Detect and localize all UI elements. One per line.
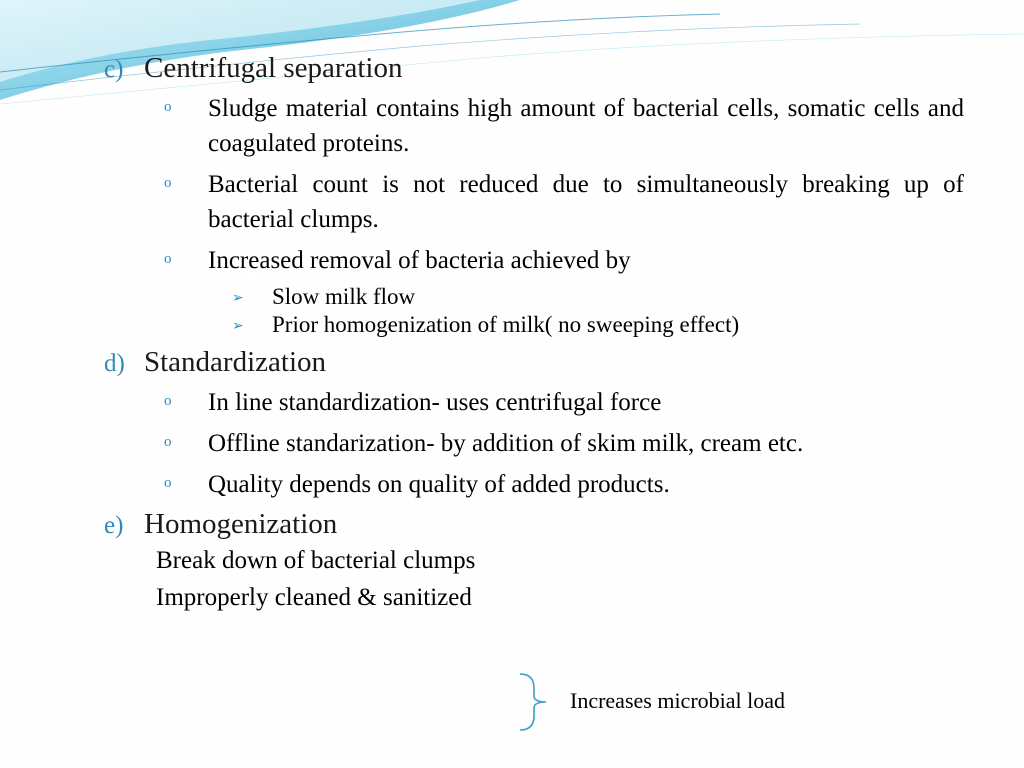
section-d-title: Standardization <box>144 346 326 379</box>
section-c-marker: c) <box>104 56 144 84</box>
section-e-marker: e) <box>104 512 144 540</box>
list-item: ➢ Prior homogenization of milk( no sweep… <box>232 312 964 338</box>
section-e-title: Homogenization <box>144 508 337 541</box>
section-e-line-2: Improperly cleaned & sanitized <box>156 580 964 615</box>
section-e-line-1: Break down of bacterial clumps <box>156 543 964 578</box>
bullet-circle-icon: o <box>164 243 208 268</box>
bullet-arrow-icon: ➢ <box>232 284 272 307</box>
bullet-text: Increased removal of bacteria achieved b… <box>208 243 964 278</box>
section-e-heading: e) Homogenization <box>104 508 964 541</box>
bullet-circle-icon: o <box>164 167 208 192</box>
bullet-circle-icon: o <box>164 91 208 116</box>
bullet-text: In line standardization- uses centrifuga… <box>208 385 964 420</box>
bullet-text: Prior homogenization of milk( no sweepin… <box>272 312 739 338</box>
section-c-sub-bullets: ➢ Slow milk flow ➢ Prior homogenization … <box>232 284 964 338</box>
section-c-title: Centrifugal separation <box>144 52 403 85</box>
section-c-bullets: o Sludge material contains high amount o… <box>164 91 964 278</box>
section-d-marker: d) <box>104 350 144 378</box>
brace-icon <box>516 670 560 734</box>
slide-content: c) Centrifugal separation o Sludge mater… <box>104 52 964 615</box>
list-item: o Offline standarization- by addition of… <box>164 426 964 461</box>
bullet-text: Offline standarization- by addition of s… <box>208 426 964 461</box>
list-item: o Increased removal of bacteria achieved… <box>164 243 964 278</box>
bullet-arrow-icon: ➢ <box>232 312 272 335</box>
section-c-heading: c) Centrifugal separation <box>104 52 964 85</box>
bullet-circle-icon: o <box>164 426 208 451</box>
bullet-text: Quality depends on quality of added prod… <box>208 467 964 502</box>
list-item: o In line standardization- uses centrifu… <box>164 385 964 420</box>
list-item: ➢ Slow milk flow <box>232 284 964 310</box>
list-item: o Bacterial count is not reduced due to … <box>164 167 964 237</box>
list-item: o Sludge material contains high amount o… <box>164 91 964 161</box>
bullet-circle-icon: o <box>164 467 208 492</box>
bullet-text: Bacterial count is not reduced due to si… <box>208 167 964 237</box>
section-d-bullets: o In line standardization- uses centrifu… <box>164 385 964 502</box>
bullet-text: Sludge material contains high amount of … <box>208 91 964 161</box>
section-d-heading: d) Standardization <box>104 346 964 379</box>
callout-text: Increases microbial load <box>570 688 785 714</box>
bullet-circle-icon: o <box>164 385 208 410</box>
bullet-text: Slow milk flow <box>272 284 415 310</box>
list-item: o Quality depends on quality of added pr… <box>164 467 964 502</box>
